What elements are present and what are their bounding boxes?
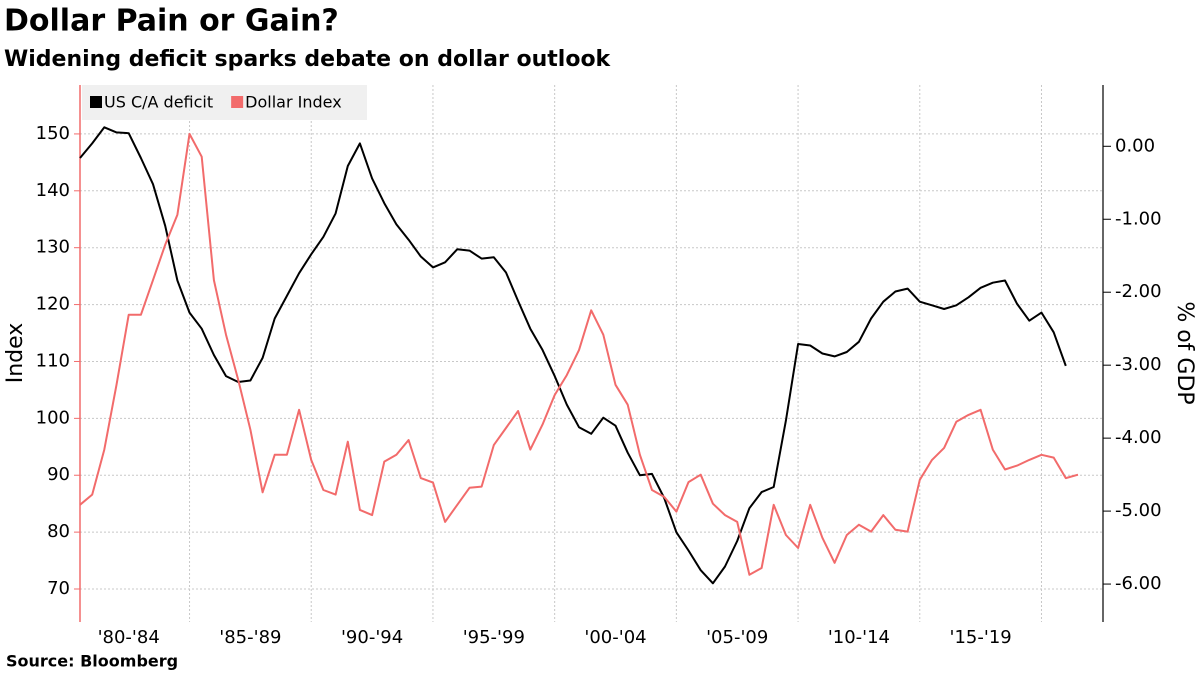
series-line: [79, 132, 1079, 576]
legend-label: US C/A deficit: [104, 93, 213, 112]
x-tick-label: '00-'04: [584, 627, 646, 648]
x-tick-label: '95-'99: [463, 627, 525, 648]
legend-swatch: [231, 96, 244, 108]
y2-tick-label: -3.00: [1115, 354, 1162, 375]
y-tick-label: 100: [36, 407, 70, 428]
y2-tick-label: 0.00: [1115, 135, 1155, 156]
chart-subtitle: Widening deficit sparks debate on dollar…: [4, 47, 612, 72]
y2-axis-label: % of GDP: [1172, 301, 1197, 404]
y2-tick-label: -4.00: [1115, 427, 1162, 448]
x-tick-label: '05-'09: [706, 627, 768, 648]
y2-tick-label: -6.00: [1115, 573, 1162, 594]
series-line: [79, 126, 1067, 585]
x-tick-label: '85-'89: [219, 627, 281, 648]
y-tick-label: 120: [36, 294, 70, 315]
y-tick-label: 90: [47, 464, 70, 485]
y2-tick-label: -2.00: [1115, 281, 1162, 302]
y-tick-label: 70: [47, 578, 70, 599]
y-tick-label: 80: [47, 521, 70, 542]
legend-box: [82, 85, 367, 120]
y-tick-label: 110: [36, 350, 70, 371]
y-tick-label: 130: [36, 237, 70, 258]
y-tick-label: 140: [36, 180, 70, 201]
legend-label: Dollar Index: [245, 93, 342, 112]
chart-title: Dollar Pain or Gain?: [4, 4, 339, 39]
x-tick-label: '90-'94: [341, 627, 403, 648]
y2-tick-label: -5.00: [1115, 500, 1162, 521]
x-tick-label: '15-'19: [950, 627, 1012, 648]
y-axis-label: Index: [3, 323, 28, 384]
y2-tick-label: -1.00: [1115, 208, 1162, 229]
x-tick-label: '10-'14: [828, 627, 890, 648]
y-tick-label: 150: [36, 123, 70, 144]
x-tick-label: '80-'84: [98, 627, 160, 648]
source: Source: Bloomberg: [6, 652, 178, 671]
legend-swatch: [90, 96, 102, 108]
